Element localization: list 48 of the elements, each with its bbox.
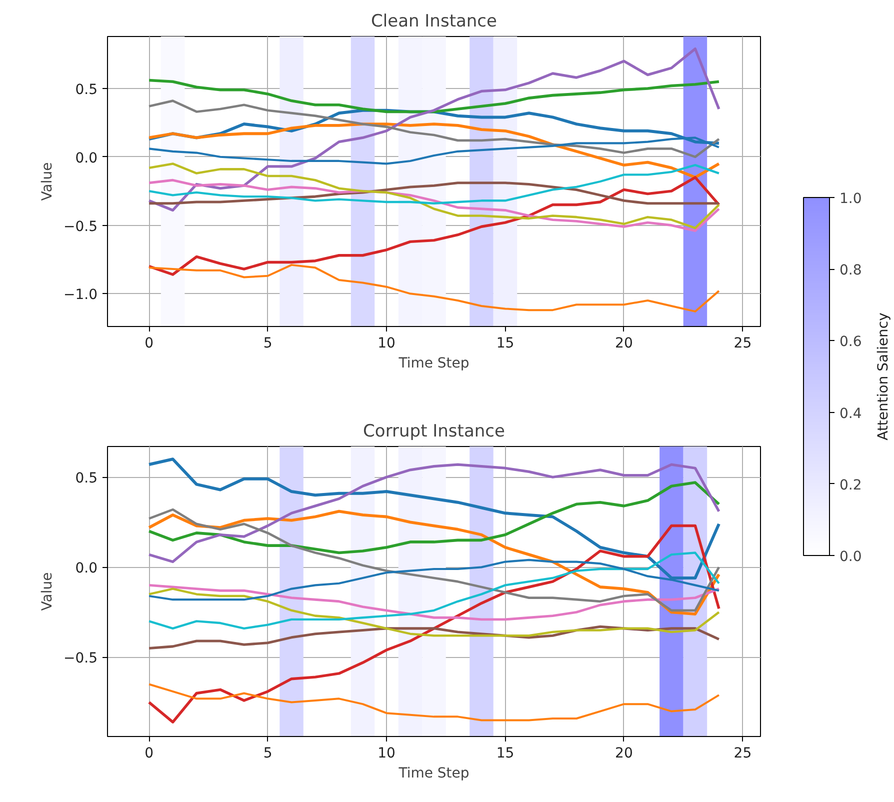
line-series xyxy=(148,588,720,637)
x-tick-label: 5 xyxy=(263,746,272,762)
y-axis-title: Value xyxy=(40,162,56,201)
line-series xyxy=(148,47,720,212)
line-series xyxy=(148,524,720,724)
line-series xyxy=(148,463,720,564)
color-bar-label: 0.0 xyxy=(840,549,862,565)
x-tick-label: 0 xyxy=(144,336,154,352)
x-tick-label: 20 xyxy=(615,336,633,352)
color-bar-label: 0.2 xyxy=(840,477,862,494)
color-bar-label: 0.8 xyxy=(840,262,862,279)
x-axis-title: Time Step xyxy=(398,766,470,782)
line-series xyxy=(148,122,720,179)
x-tick-label: 20 xyxy=(615,746,633,762)
x-axis-title: Time Step xyxy=(398,356,470,372)
y-tick-label: −0.5 xyxy=(64,650,98,667)
line-series xyxy=(148,162,720,230)
line-series xyxy=(148,584,720,621)
line-series xyxy=(148,178,720,232)
color-bar-title: Attention Saliency xyxy=(876,312,892,440)
chart-title: Corrupt Instance xyxy=(363,422,505,442)
line-series xyxy=(148,481,720,554)
line-series xyxy=(148,78,720,114)
color-bar-label: 1.0 xyxy=(840,191,862,207)
color-bar-label: 0.6 xyxy=(840,334,862,350)
x-tick-label: 25 xyxy=(734,746,752,762)
x-tick-label: 5 xyxy=(263,336,272,352)
line-series xyxy=(148,182,720,205)
x-tick-label: 25 xyxy=(734,336,752,352)
chart-title: Clean Instance xyxy=(371,12,497,32)
line-series xyxy=(148,164,720,204)
y-tick-label: 0.0 xyxy=(75,150,98,166)
y-tick-label: 0.0 xyxy=(75,560,98,577)
x-tick-label: 15 xyxy=(496,746,514,762)
y-axis-title: Value xyxy=(40,572,56,611)
y-tick-label: −0.5 xyxy=(64,218,98,235)
line-series xyxy=(148,552,720,630)
color-bar-label: 0.4 xyxy=(840,406,862,422)
y-tick-label: −1.0 xyxy=(64,287,98,304)
line-series xyxy=(148,683,720,722)
line-series xyxy=(148,176,720,276)
x-tick-label: 0 xyxy=(144,746,154,762)
x-tick-label: 10 xyxy=(378,336,396,352)
x-tick-label: 10 xyxy=(378,746,396,762)
x-tick-label: 15 xyxy=(496,336,514,352)
line-series xyxy=(148,264,720,312)
y-tick-label: 0.5 xyxy=(75,82,98,98)
y-tick-label: 0.5 xyxy=(75,470,98,487)
